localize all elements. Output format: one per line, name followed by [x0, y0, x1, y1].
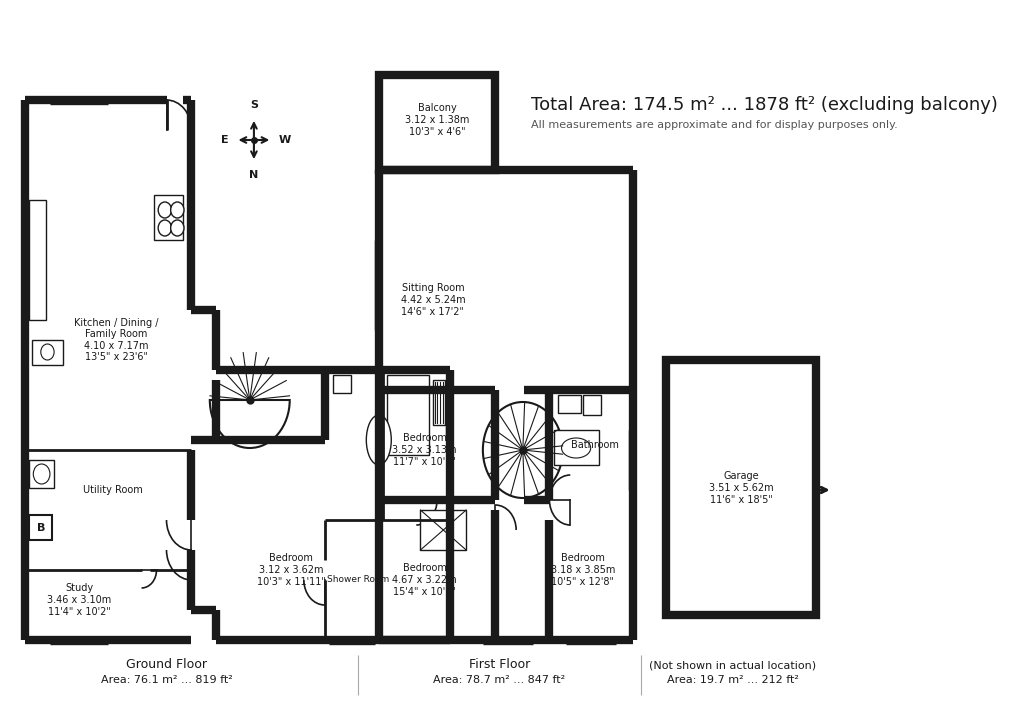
Text: Area: 78.7 m² ... 847 ft²: Area: 78.7 m² ... 847 ft² [433, 675, 565, 685]
Bar [378, 75, 495, 170]
Text: Study
3.46 x 3.10m
11'4" x 10'2": Study 3.46 x 3.10m 11'4" x 10'2" [47, 583, 111, 617]
Text: Bathroom: Bathroom [571, 440, 619, 450]
Text: Garage
3.51 x 5.62m
11'6" x 18'5": Garage 3.51 x 5.62m 11'6" x 18'5" [708, 472, 772, 505]
Bar [30, 200, 46, 320]
Bar [154, 195, 183, 240]
Text: Shower Room: Shower Room [326, 576, 388, 585]
Text: S: S [250, 100, 258, 110]
Text: Bedroom
4.67 x 3.22m
15'4" x 10'7": Bedroom 4.67 x 3.22m 15'4" x 10'7" [392, 563, 457, 597]
Circle shape [170, 202, 183, 218]
Circle shape [158, 202, 171, 218]
Bar [557, 395, 581, 413]
Bar [32, 340, 63, 365]
Text: Ground Floor: Ground Floor [126, 659, 207, 671]
Circle shape [170, 220, 183, 236]
Bar [30, 515, 52, 540]
Circle shape [41, 344, 54, 360]
Circle shape [482, 402, 562, 498]
Text: W: W [278, 135, 290, 145]
Text: All measurements are approximate and for display purposes only.: All measurements are approximate and for… [531, 120, 897, 130]
Bar [387, 375, 428, 455]
Bar [432, 380, 445, 425]
Bar [30, 460, 54, 488]
Text: (Not shown in actual location): (Not shown in actual location) [648, 660, 815, 670]
Circle shape [34, 464, 50, 484]
Text: Area: 19.7 m² ... 212 ft²: Area: 19.7 m² ... 212 ft² [666, 675, 798, 685]
Text: N: N [249, 170, 258, 180]
Text: Balcony
3.12 x 1.38m
10'3" x 4'6": Balcony 3.12 x 1.38m 10'3" x 4'6" [405, 103, 469, 137]
Circle shape [158, 220, 171, 236]
Ellipse shape [366, 415, 391, 465]
Bar [665, 360, 815, 615]
Text: Bedroom
3.18 x 3.85m
10'5" x 12'8": Bedroom 3.18 x 3.85m 10'5" x 12'8" [550, 553, 614, 587]
Text: Bedroom
3.12 x 3.62m
10'3" x 11'11": Bedroom 3.12 x 3.62m 10'3" x 11'11" [257, 553, 325, 587]
Bar [420, 510, 466, 550]
Text: Bedroom
3.52 x 3.13m
11'7" x 10'3": Bedroom 3.52 x 3.13m 11'7" x 10'3" [392, 433, 457, 467]
Text: Area: 76.1 m² ... 819 ft²: Area: 76.1 m² ... 819 ft² [101, 675, 232, 685]
Text: Kitchen / Dining /
Family Room
4.10 x 7.17m
13'5" x 23'6": Kitchen / Dining / Family Room 4.10 x 7.… [74, 317, 159, 363]
Text: Total Area: 174.5 m² ... 1878 ft² (excluding balcony): Total Area: 174.5 m² ... 1878 ft² (exclu… [531, 96, 997, 114]
Text: Utility Room: Utility Room [83, 485, 142, 495]
Wedge shape [210, 400, 289, 448]
Text: Sitting Room
4.42 x 5.24m
14'6" x 17'2": Sitting Room 4.42 x 5.24m 14'6" x 17'2" [400, 283, 465, 317]
Text: E: E [221, 135, 228, 145]
Bar [332, 375, 351, 393]
Text: First Floor: First Floor [469, 659, 530, 671]
Ellipse shape [561, 438, 590, 458]
Bar [582, 395, 600, 415]
Text: B: B [37, 523, 45, 533]
Bar [553, 430, 599, 465]
